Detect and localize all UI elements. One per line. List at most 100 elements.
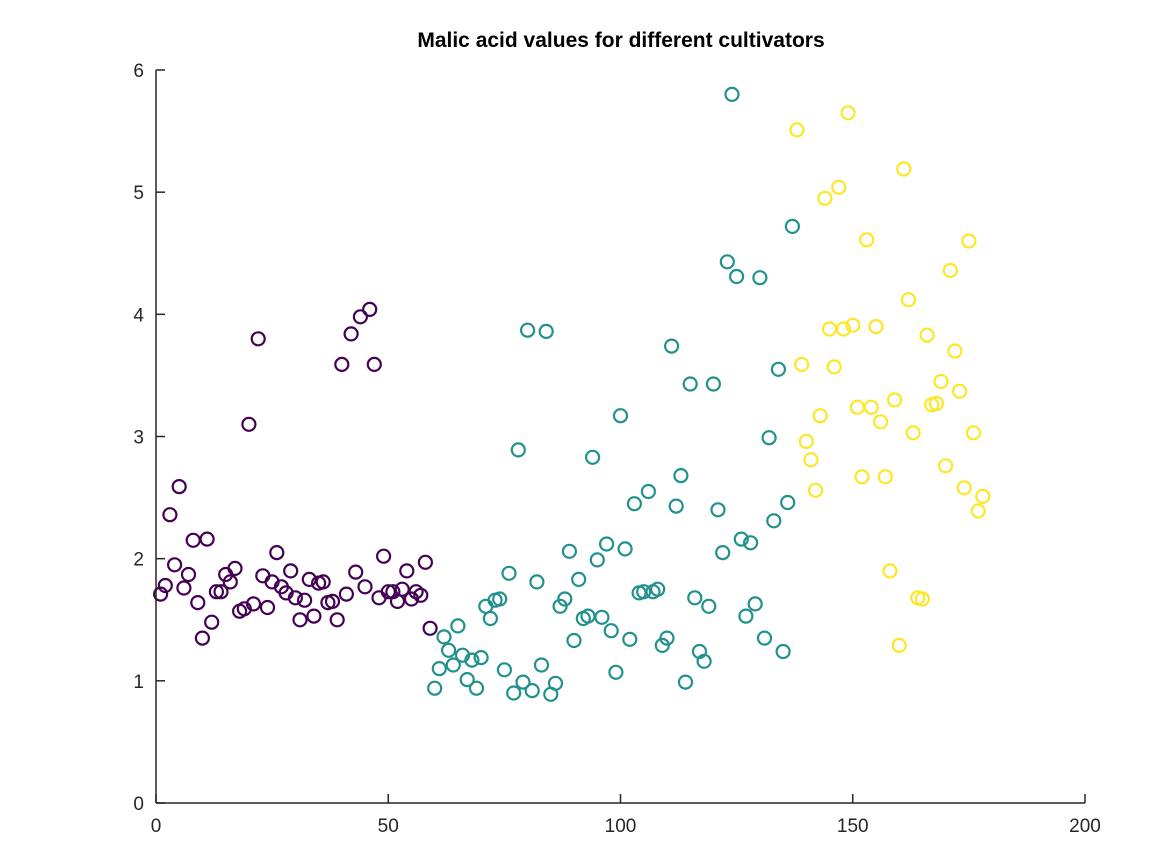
scatter-point-class-2 bbox=[436, 629, 452, 645]
scatter-point-class-1 bbox=[362, 301, 378, 317]
scatter-point-class-2 bbox=[580, 608, 596, 624]
scatter-point-class-1 bbox=[399, 563, 415, 579]
scatter-point-class-1 bbox=[343, 326, 359, 342]
scatter-point-class-3 bbox=[872, 414, 889, 430]
scatter-point-class-2 bbox=[459, 671, 475, 688]
scatter-point-class-2 bbox=[705, 376, 722, 392]
plot-area bbox=[153, 86, 991, 702]
scatter-point-class-1 bbox=[255, 568, 271, 584]
scatter-point-class-2 bbox=[724, 86, 740, 103]
scatter-point-class-1 bbox=[324, 593, 341, 610]
scatter-point-class-2 bbox=[775, 643, 791, 660]
scatter-point-class-2 bbox=[756, 630, 773, 646]
scatter-point-class-1 bbox=[348, 564, 364, 580]
scatter-point-class-1 bbox=[259, 599, 276, 616]
scatter-point-class-3 bbox=[849, 399, 866, 415]
scatter-point-class-1 bbox=[376, 548, 392, 564]
y-tick-label: 1 bbox=[133, 672, 144, 693]
scatter-point-class-3 bbox=[919, 327, 935, 343]
scatter-point-class-2 bbox=[496, 662, 512, 678]
scatter-point-class-2 bbox=[659, 630, 675, 646]
scatter-point-class-3 bbox=[859, 232, 875, 248]
scatter-point-class-1 bbox=[208, 584, 224, 600]
scatter-point-class-1 bbox=[269, 544, 285, 561]
scatter-point-class-1 bbox=[245, 596, 262, 612]
scatter-point-class-1 bbox=[222, 574, 238, 590]
scatter-point-class-2 bbox=[594, 609, 610, 625]
axes: 0 50 100 150 200 0 1 2 3 4 5 6 bbox=[133, 61, 1100, 837]
scatter-point-class-2 bbox=[445, 657, 461, 673]
x-tick-label: 150 bbox=[837, 816, 869, 837]
scatter-point-class-1 bbox=[185, 532, 201, 548]
scatter-point-class-3 bbox=[840, 105, 856, 121]
scatter-point-class-2 bbox=[538, 323, 554, 339]
scatter-point-class-1 bbox=[297, 592, 313, 608]
scatter-point-class-3 bbox=[891, 637, 907, 654]
y-tick-label: 6 bbox=[133, 61, 144, 82]
scatter-point-class-1 bbox=[292, 612, 308, 628]
scatter-point-class-3 bbox=[789, 122, 805, 138]
scatter-point-class-2 bbox=[478, 598, 494, 614]
scatter-point-class-1 bbox=[380, 584, 396, 600]
scatter-point-class-2 bbox=[742, 535, 759, 551]
scatter-point-class-2 bbox=[696, 653, 712, 669]
scatter-point-class-2 bbox=[640, 483, 657, 500]
scatter-point-class-2 bbox=[617, 541, 633, 557]
scatter-point-class-3 bbox=[937, 458, 954, 474]
scatter-point-class-2 bbox=[668, 498, 684, 514]
scatter-point-class-2 bbox=[715, 544, 731, 561]
x-tick-label: 50 bbox=[378, 816, 399, 837]
scatter-point-class-1 bbox=[338, 586, 354, 602]
scatter-point-class-2 bbox=[608, 664, 624, 680]
scatter-point-class-3 bbox=[835, 321, 852, 337]
scatter-point-class-2 bbox=[687, 590, 703, 606]
scatter-point-class-2 bbox=[441, 642, 457, 658]
scatter-point-class-3 bbox=[933, 373, 949, 390]
scatter-point-class-2 bbox=[506, 685, 522, 701]
scatter-point-class-1 bbox=[162, 507, 178, 523]
scatter-point-class-1 bbox=[180, 566, 197, 583]
scatter-point-class-2 bbox=[770, 361, 787, 377]
scatter-point-class-1 bbox=[334, 356, 350, 372]
scatter-point-class-1 bbox=[315, 574, 331, 590]
scatter-point-class-2 bbox=[515, 674, 531, 690]
scatter-point-class-2 bbox=[589, 552, 605, 568]
scatter-point-class-2 bbox=[677, 674, 694, 690]
scatter-point-class-2 bbox=[728, 268, 745, 285]
scatter-point-class-1 bbox=[329, 612, 345, 628]
scatter-point-class-2 bbox=[431, 660, 447, 677]
scatter-point-class-2 bbox=[612, 408, 629, 424]
scatter-point-class-2 bbox=[780, 494, 796, 511]
scatter-point-class-2 bbox=[547, 675, 564, 691]
scatter-point-class-2 bbox=[673, 468, 689, 484]
scatter-point-class-1 bbox=[167, 557, 183, 573]
scatter-point-class-2 bbox=[529, 574, 545, 590]
scatter-point-class-3 bbox=[961, 233, 977, 249]
scatter-point-class-1 bbox=[357, 579, 373, 595]
scatter-point-class-1 bbox=[301, 571, 317, 588]
scatter-point-class-1 bbox=[306, 608, 322, 624]
scatter-point-class-1 bbox=[422, 620, 438, 636]
scatter-point-class-1 bbox=[194, 630, 210, 646]
scatter-point-class-3 bbox=[807, 482, 824, 498]
scatter-point-class-3 bbox=[817, 190, 833, 206]
scatter-point-class-2 bbox=[761, 430, 777, 446]
x-tick-label: 0 bbox=[151, 816, 162, 837]
scatter-point-class-2 bbox=[733, 531, 749, 547]
scatter-point-class-3 bbox=[886, 392, 903, 408]
x-tick-label: 100 bbox=[605, 816, 637, 837]
scatter-point-class-3 bbox=[821, 321, 838, 337]
scatter-point-class-1 bbox=[157, 577, 173, 594]
scatter-point-class-1 bbox=[227, 560, 243, 577]
scatter-point-class-2 bbox=[450, 618, 466, 634]
scatter-point-class-1 bbox=[241, 416, 257, 432]
scatter-point-class-1 bbox=[190, 594, 206, 611]
scatter-point-class-1 bbox=[287, 590, 303, 606]
scatter-point-class-1 bbox=[171, 479, 187, 495]
scatter-point-class-2 bbox=[710, 502, 726, 518]
chart-title: Malic acid values for different cultivat… bbox=[417, 29, 824, 52]
scatter-point-class-3 bbox=[951, 383, 968, 399]
scatter-point-class-3 bbox=[896, 161, 912, 177]
scatter-point-class-3 bbox=[803, 452, 819, 468]
